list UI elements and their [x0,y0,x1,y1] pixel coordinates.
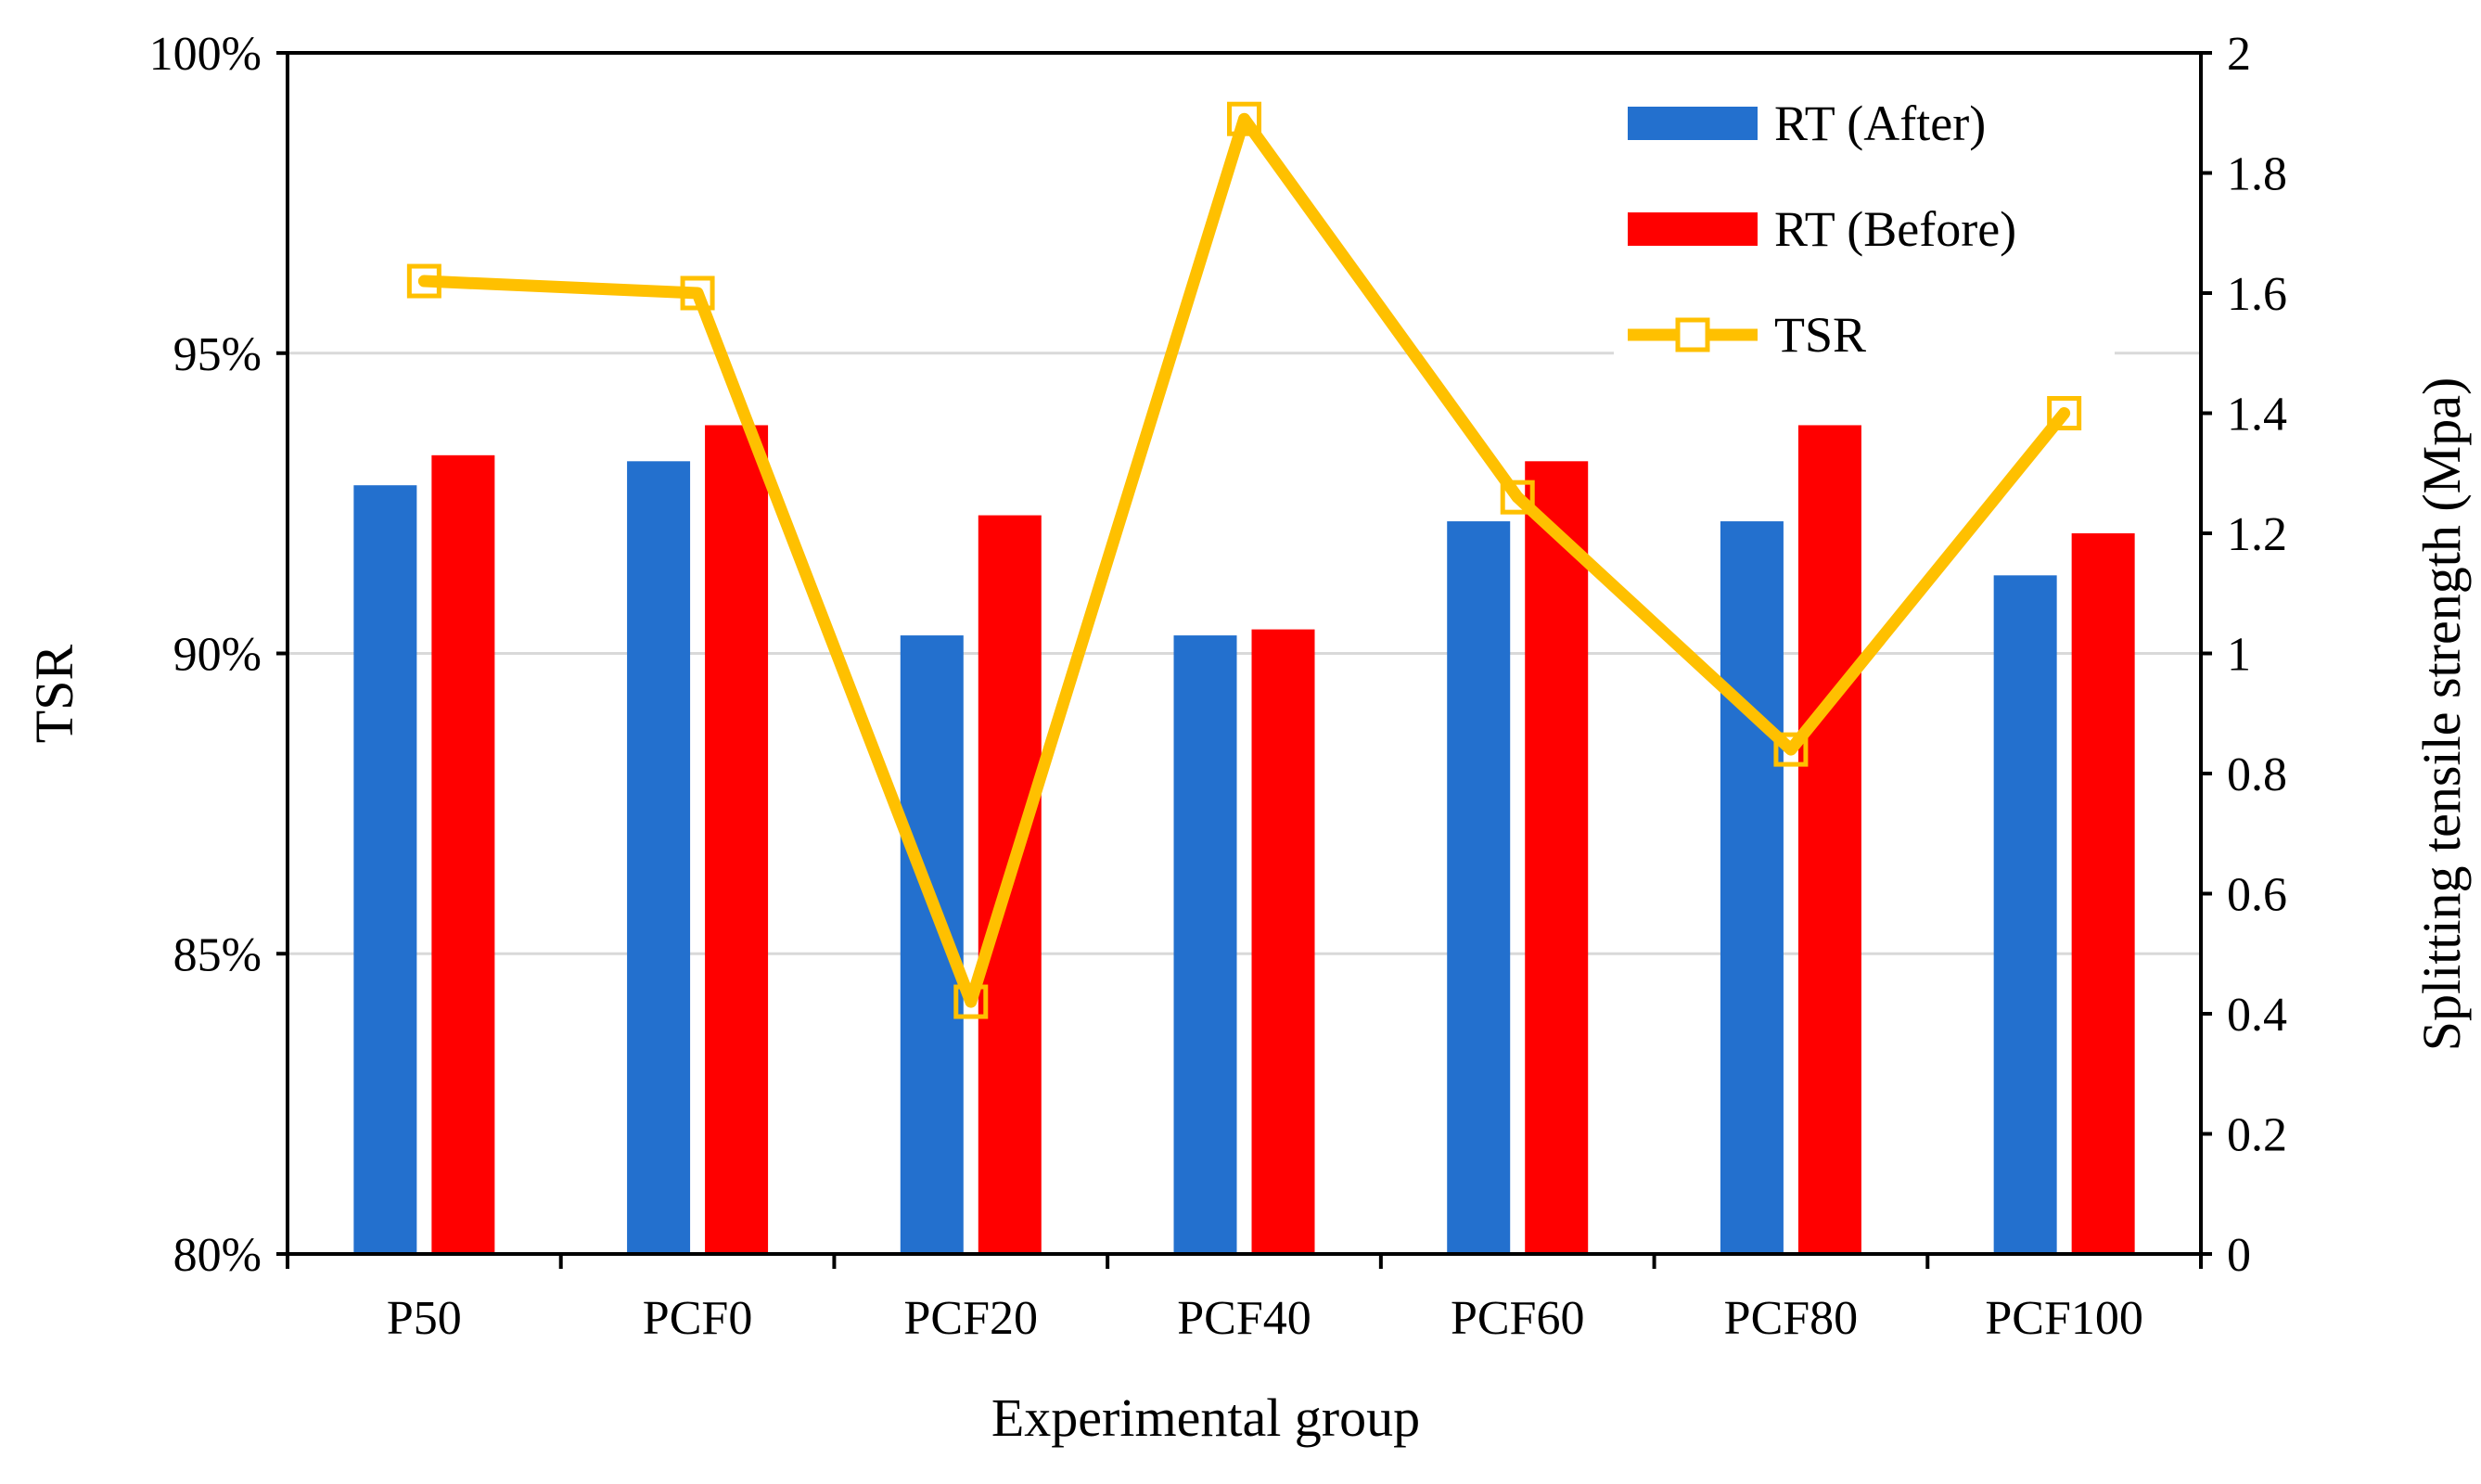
tsr-marker-pcf20 [953,984,989,1019]
bars [353,425,2135,1254]
tsr-marker-pcf80 [1773,732,1809,767]
bar-rt-after-pcf0 [627,461,691,1254]
tsr-marker-pcf40 [1227,101,1261,136]
y-right-tick-label: 0.8 [2227,748,2287,801]
x-tick-label-pcf80: PCF80 [1724,1292,1859,1345]
y-right-tick-label: 0.2 [2227,1109,2287,1162]
bar-rt-before-pcf100 [2071,533,2135,1254]
x-tick-label-pcf100: PCF100 [1985,1292,2143,1345]
bar-rt-after-pcf100 [1993,575,2057,1254]
x-axis-title: Experimental group [991,1388,1420,1448]
bar-rt-after-pcf80 [1720,521,1784,1254]
legend-swatch-rt-after [1628,107,1758,140]
tsr-series-line [417,112,2071,1008]
x-tick-label-pcf20: PCF20 [904,1292,1039,1345]
y-left-tick-label: 95% [173,328,262,381]
legend-swatch-rt-before [1628,212,1758,246]
bar-rt-before-pcf60 [1525,461,1589,1254]
x-tick-label-pcf60: PCF60 [1451,1292,1585,1345]
legend-label-rt-before: RT (Before) [1774,201,2016,257]
y-right-tick-label: 0 [2227,1229,2251,1282]
y-right-tick-label: 2 [2227,28,2251,81]
y-right-tick-label: 0.4 [2227,989,2287,1042]
x-tick-label-pcf0: PCF0 [643,1292,753,1345]
y-right-tick-label: 1.6 [2227,268,2287,321]
tsr-line [406,101,2082,1019]
bar-rt-after-p50 [353,485,417,1254]
legend-label-rt-after: RT (After) [1774,96,1986,151]
x-tick-label-pcf40: PCF40 [1177,1292,1311,1345]
y-right-tick-label: 1.8 [2227,148,2287,201]
tsr-marker-pcf60 [1500,480,1535,515]
y-right-tick-label: 1.4 [2227,389,2287,441]
tsr-marker-pcf0 [680,275,715,311]
y-left-tick-label: 100% [149,28,262,81]
tsr-marker-p50 [406,263,441,299]
bar-rt-after-pcf60 [1447,521,1511,1254]
x-tick-label-p50: P50 [387,1292,462,1345]
y-left-tick-label: 85% [173,928,262,981]
y-left-tick-label: 80% [173,1229,262,1282]
y-right-tick-label: 1.2 [2227,508,2287,561]
bar-rt-before-pcf40 [1251,629,1315,1254]
bar-rt-before-p50 [431,454,495,1254]
bar-rt-before-pcf80 [1797,425,1861,1254]
legend-marker-tsr [1675,317,1710,352]
tsr-marker-pcf100 [2047,396,2082,430]
y-right-tick-label: 0.6 [2227,869,2287,922]
y-right-tick-label: 1 [2227,629,2251,682]
legend-label-tsr: TSR [1774,307,1866,363]
legend: RT (After) RT (Before) TSR [1614,77,2115,381]
bar-rt-after-pcf40 [1173,635,1237,1254]
y-axis-right-title: Splitting tensile strength (Mpa) [2411,377,2472,1052]
axes: 80% 85% 90% 95% 100% 0 0.2 0.4 0.6 0.8 1 1.2 1.4 1.6 1… [149,28,2287,1345]
y-left-tick-label: 90% [173,629,262,682]
bar-rt-before-pcf0 [705,425,769,1254]
y-axis-left-title: TSR [24,645,84,744]
